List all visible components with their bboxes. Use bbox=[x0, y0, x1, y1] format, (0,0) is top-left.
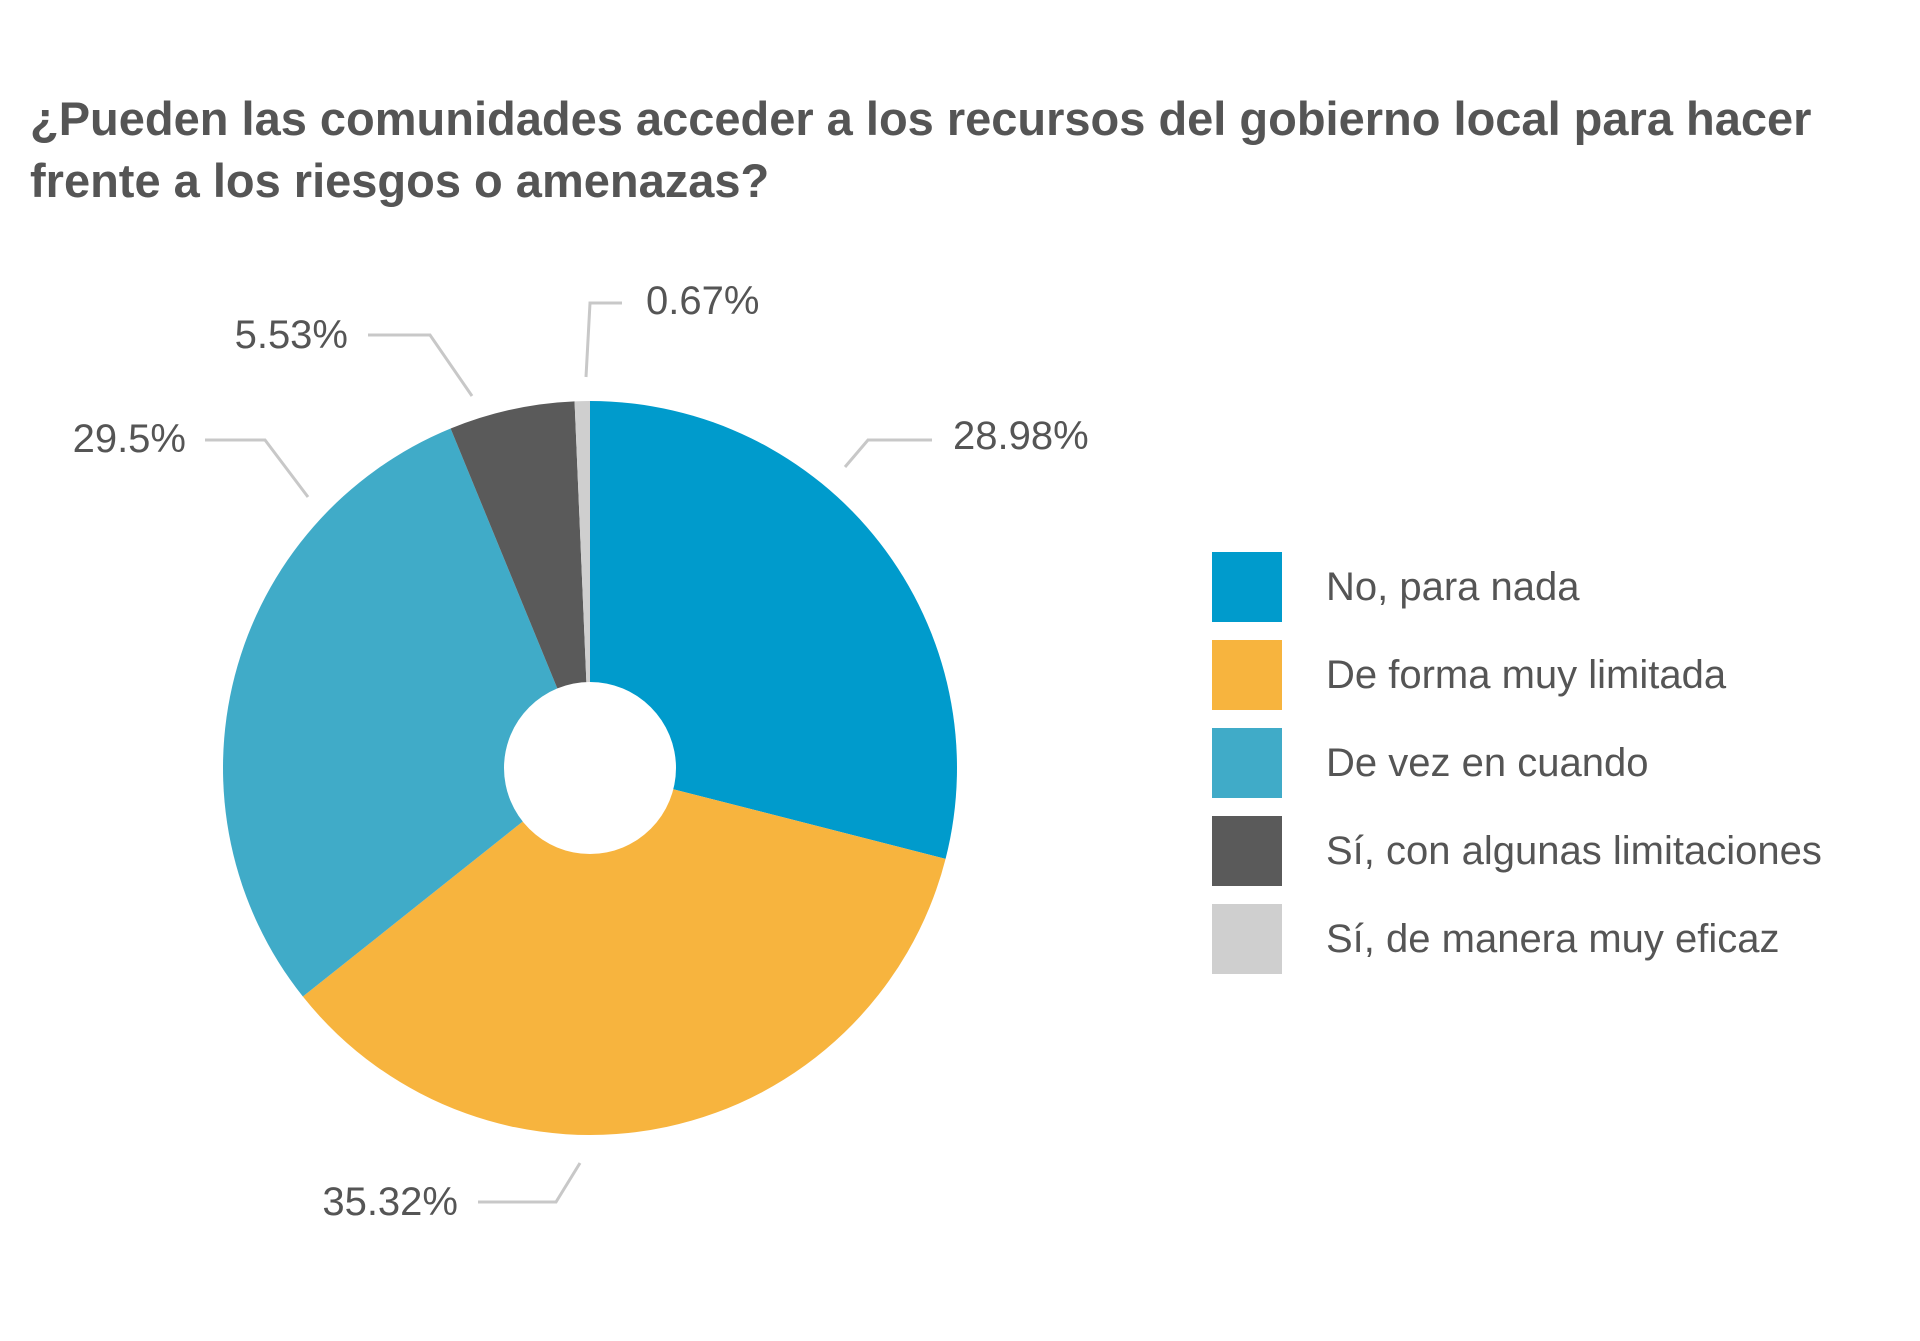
data-labels: 28.98% 35.32% 29.5% 5.53% 0.67% bbox=[73, 279, 1089, 1224]
legend-label: Sí, de manera muy eficaz bbox=[1326, 916, 1780, 961]
legend-item: Sí, de manera muy eficaz bbox=[1212, 904, 1822, 974]
pie-slice bbox=[450, 401, 590, 768]
legend-item: De vez en cuando bbox=[1212, 728, 1822, 798]
leader-line bbox=[478, 1162, 582, 1204]
leader-line bbox=[843, 438, 932, 468]
leader-line bbox=[368, 333, 474, 397]
data-label: 5.53% bbox=[235, 313, 348, 357]
pie-slice bbox=[223, 428, 591, 997]
legend-label: Sí, con algunas limitaciones bbox=[1326, 828, 1822, 873]
legend-swatch bbox=[1212, 728, 1282, 798]
legend-swatch bbox=[1212, 552, 1282, 622]
pie-slice bbox=[574, 401, 590, 768]
leader-lines bbox=[205, 301, 932, 1204]
leader-line bbox=[584, 301, 622, 378]
legend-item: Sí, con algunas limitaciones bbox=[1212, 816, 1822, 886]
donut-hole bbox=[504, 682, 676, 854]
leader-line bbox=[205, 438, 310, 498]
data-label: 35.32% bbox=[322, 1180, 458, 1224]
legend-swatch bbox=[1212, 816, 1282, 886]
legend-item: De forma muy limitada bbox=[1212, 640, 1822, 710]
legend-label: No, para nada bbox=[1326, 564, 1580, 609]
legend: No, para nada De forma muy limitada De vez… bbox=[1212, 552, 1822, 992]
legend-item: No, para nada bbox=[1212, 552, 1822, 622]
pie-slices bbox=[223, 401, 957, 1135]
data-label: 29.5% bbox=[73, 417, 186, 461]
legend-label: De vez en cuando bbox=[1326, 740, 1649, 785]
legend-swatch bbox=[1212, 904, 1282, 974]
pie-slice bbox=[590, 401, 957, 859]
pie-slice bbox=[302, 768, 946, 1135]
data-label: 0.67% bbox=[646, 279, 759, 323]
data-label: 28.98% bbox=[953, 414, 1089, 458]
chart-title: ¿Pueden las comunidades acceder a los re… bbox=[30, 92, 1812, 207]
legend-swatch bbox=[1212, 640, 1282, 710]
legend-label: De forma muy limitada bbox=[1326, 652, 1727, 697]
